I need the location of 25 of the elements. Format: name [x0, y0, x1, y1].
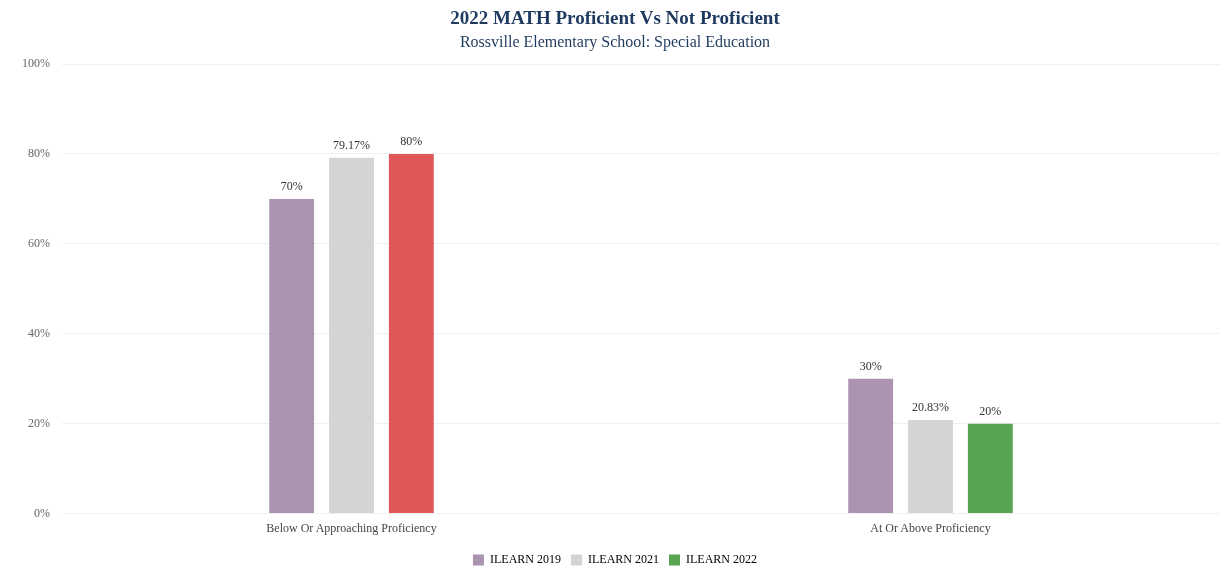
bar	[388, 153, 434, 514]
bar	[329, 157, 374, 514]
data-label: 80%	[400, 134, 423, 149]
x-tick-label: At Or Above Proficiency	[870, 520, 991, 535]
y-tick-label: 0%	[34, 505, 50, 520]
y-tick-label: 80%	[28, 146, 50, 161]
bar	[848, 378, 894, 514]
bar	[269, 198, 315, 514]
chart-subtitle: Rossville Elementary School: Special Education	[459, 32, 771, 51]
chart-title: 2022 MATH Proficient Vs Not Proficient	[450, 7, 781, 29]
data-label: 20.83%	[912, 400, 949, 415]
data-label: 30%	[859, 358, 882, 373]
bar	[967, 423, 1013, 514]
bar	[908, 419, 953, 514]
legend-label: ILEARN 2021	[588, 552, 659, 567]
y-tick-label: 100%	[22, 56, 50, 71]
y-tick-label: 60%	[28, 236, 50, 250]
legend-label: ILEARN 2019	[490, 552, 562, 567]
data-label: 20%	[979, 403, 1002, 418]
x-tick-label: Below Or Approaching Proficiency	[266, 520, 437, 535]
data-label: 70%	[280, 179, 303, 194]
data-label: 79.17%	[333, 137, 370, 152]
y-tick-label: 40%	[28, 325, 50, 340]
y-tick-label: 20%	[28, 415, 50, 430]
legend-label: ILEARN 2022	[686, 552, 757, 567]
